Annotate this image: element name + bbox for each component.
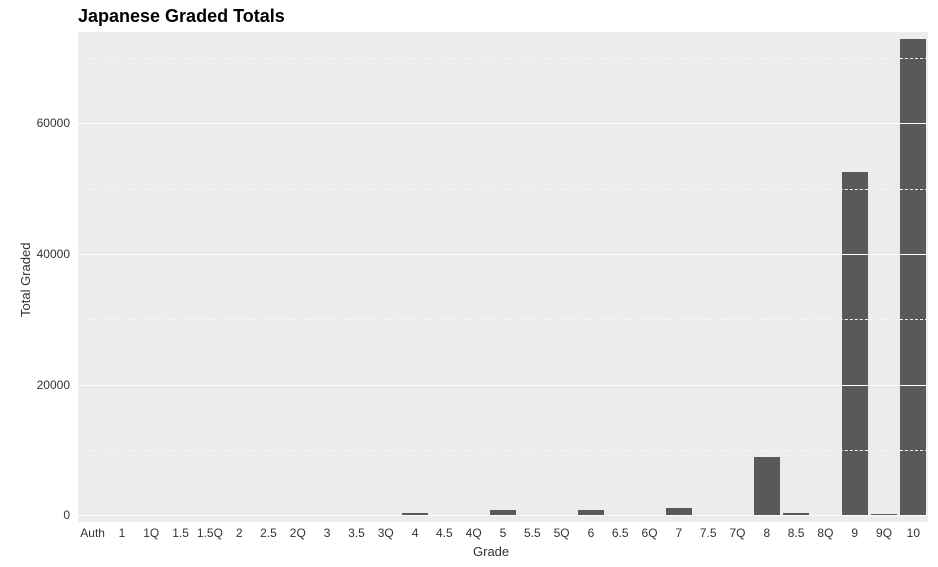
x-tick-label: 1Q — [143, 526, 159, 540]
bar — [842, 172, 868, 515]
chart-container: Japanese Graded Totals Total Graded 0200… — [0, 0, 938, 567]
bar — [666, 508, 692, 516]
gridline-major — [78, 385, 928, 386]
x-tick-label: 6Q — [642, 526, 658, 540]
bars-layer — [78, 32, 928, 522]
x-tick-label: 10 — [907, 526, 920, 540]
y-tick-label: 0 — [0, 508, 70, 522]
bar — [754, 457, 780, 516]
x-tick-label: 4.5 — [436, 526, 453, 540]
x-tick-label: 9 — [851, 526, 858, 540]
x-tick-label: 3 — [324, 526, 331, 540]
x-tick-label: 2Q — [290, 526, 306, 540]
gridline-minor — [78, 189, 928, 190]
bar — [900, 39, 926, 516]
x-tick-label: 2.5 — [260, 526, 277, 540]
chart-title: Japanese Graded Totals — [78, 6, 285, 27]
x-tick-label: 8.5 — [788, 526, 805, 540]
x-tick-label: 3.5 — [348, 526, 365, 540]
x-axis-title: Grade — [473, 544, 509, 559]
x-tick-label: 6.5 — [612, 526, 629, 540]
x-tick-label: Auth — [80, 526, 105, 540]
x-tick-label: 1.5 — [172, 526, 189, 540]
x-tick-label: 3Q — [378, 526, 394, 540]
gridline-minor — [78, 319, 928, 320]
x-tick-label: 2 — [236, 526, 243, 540]
gridline-major — [78, 254, 928, 255]
x-tick-label: 5.5 — [524, 526, 541, 540]
plot-area — [78, 32, 928, 522]
y-tick-label: 20000 — [0, 378, 70, 392]
x-tick-label: 6 — [588, 526, 595, 540]
x-tick-label: 4 — [412, 526, 419, 540]
x-tick-label: 7Q — [729, 526, 745, 540]
x-tick-label: 8 — [763, 526, 770, 540]
gridline-minor — [78, 450, 928, 451]
x-tick-label: 1.5Q — [197, 526, 223, 540]
x-tick-label: 7 — [676, 526, 683, 540]
x-tick-label: 9Q — [876, 526, 892, 540]
x-tick-label: 8Q — [817, 526, 833, 540]
x-tick-label: 7.5 — [700, 526, 717, 540]
x-tick-label: 1 — [119, 526, 126, 540]
x-tick-label: 5Q — [554, 526, 570, 540]
gridline-major — [78, 515, 928, 516]
gridline-major — [78, 123, 928, 124]
x-tick-label: 4Q — [466, 526, 482, 540]
gridline-minor — [78, 58, 928, 59]
y-tick-label: 40000 — [0, 247, 70, 261]
x-tick-label: 5 — [500, 526, 507, 540]
y-tick-label: 60000 — [0, 116, 70, 130]
